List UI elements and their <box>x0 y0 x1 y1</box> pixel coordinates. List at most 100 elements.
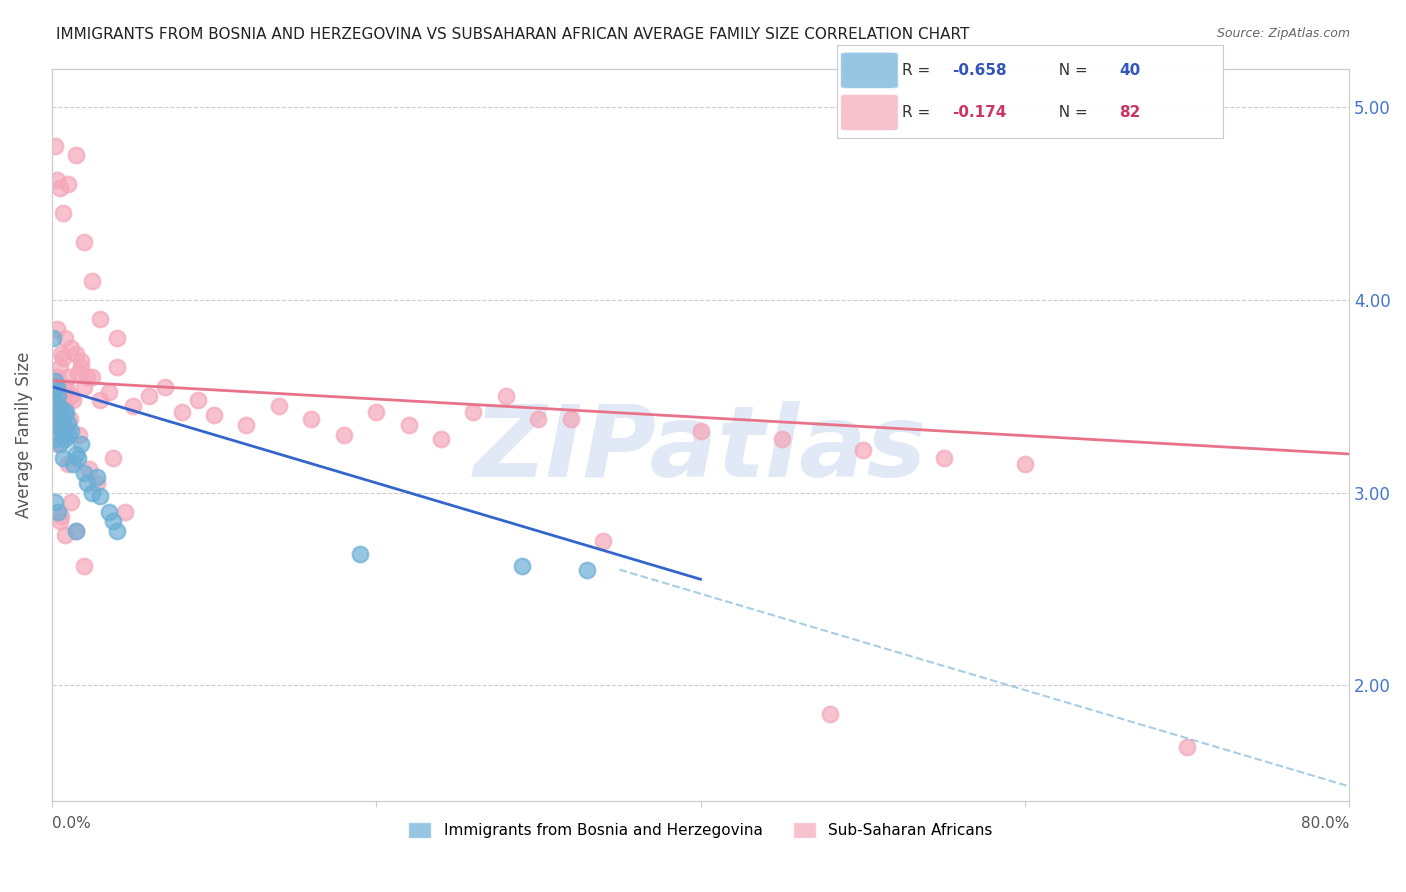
Point <box>52 450 75 465</box>
Point <box>52 427 75 442</box>
Point <box>53 409 76 423</box>
Point <box>82 273 104 287</box>
Point <box>49 181 72 195</box>
Point <box>97 505 120 519</box>
Text: IMMIGRANTS FROM BOSNIA AND HERZEGOVINA VS SUBSAHARAN AFRICAN AVERAGE FAMILY SIZE: IMMIGRANTS FROM BOSNIA AND HERZEGOVINA V… <box>56 27 970 42</box>
Point <box>510 558 533 573</box>
Point <box>46 505 69 519</box>
Text: N =: N = <box>1049 63 1092 78</box>
Point <box>170 404 193 418</box>
Legend: Immigrants from Bosnia and Herzegovina, Sub-Saharan Africans: Immigrants from Bosnia and Herzegovina, … <box>402 816 998 845</box>
Point <box>44 392 66 407</box>
Point <box>45 173 67 187</box>
Point <box>56 427 79 442</box>
Point <box>852 443 875 458</box>
Point <box>103 515 125 529</box>
Text: 82: 82 <box>1119 105 1140 120</box>
Point <box>463 404 485 418</box>
Text: -0.658: -0.658 <box>953 63 1007 78</box>
Point <box>235 418 257 433</box>
FancyBboxPatch shape <box>841 95 898 131</box>
Point <box>56 416 79 430</box>
Point <box>1175 739 1198 754</box>
Point <box>45 379 67 393</box>
Point <box>73 558 96 573</box>
Point <box>44 374 66 388</box>
Point <box>45 437 67 451</box>
Point <box>44 432 66 446</box>
Point <box>76 475 98 490</box>
Point <box>66 366 89 380</box>
Point <box>560 412 582 426</box>
Point <box>53 331 76 345</box>
Point <box>49 515 72 529</box>
Point <box>51 401 73 415</box>
FancyBboxPatch shape <box>841 52 898 88</box>
Point <box>349 547 371 561</box>
Point <box>52 427 75 442</box>
Point <box>44 374 66 388</box>
Y-axis label: Average Family Size: Average Family Size <box>15 351 32 518</box>
Point <box>103 450 125 465</box>
Point <box>49 412 72 426</box>
Point <box>89 392 111 407</box>
Point <box>46 385 69 400</box>
Point <box>689 424 711 438</box>
Point <box>66 450 89 465</box>
Point <box>60 341 83 355</box>
Text: 40: 40 <box>1119 63 1140 78</box>
Point <box>105 524 128 538</box>
Point <box>97 385 120 400</box>
Point <box>76 370 98 384</box>
Point <box>42 379 65 393</box>
Point <box>62 392 84 407</box>
Point <box>51 347 73 361</box>
Point <box>820 707 842 722</box>
Point <box>70 354 93 368</box>
Point <box>45 321 67 335</box>
Point <box>53 399 76 413</box>
Point <box>121 399 143 413</box>
Point <box>42 412 65 426</box>
Point <box>56 177 79 191</box>
Point <box>70 360 93 375</box>
Point <box>49 360 72 375</box>
Text: N =: N = <box>1049 105 1092 120</box>
Point <box>187 392 209 407</box>
Point <box>89 489 111 503</box>
Point <box>527 412 550 426</box>
Point <box>430 432 453 446</box>
Text: -0.174: -0.174 <box>953 105 1007 120</box>
Point <box>65 524 87 538</box>
Point <box>267 399 290 413</box>
Point <box>45 399 67 413</box>
Point <box>73 379 96 393</box>
Point <box>44 495 66 509</box>
Point <box>82 485 104 500</box>
Text: 80.0%: 80.0% <box>1301 816 1350 831</box>
Text: Source: ZipAtlas.com: Source: ZipAtlas.com <box>1216 27 1350 40</box>
Text: R =: R = <box>903 105 941 120</box>
Text: R =: R = <box>903 63 935 78</box>
Point <box>138 389 160 403</box>
Point <box>55 379 77 393</box>
Point <box>51 508 73 523</box>
Point <box>51 418 73 433</box>
Point <box>45 418 67 433</box>
Point <box>770 432 793 446</box>
Point <box>60 495 83 509</box>
Point <box>45 370 67 384</box>
Point <box>114 505 136 519</box>
Point <box>398 418 420 433</box>
Point <box>52 351 75 365</box>
Point <box>86 470 108 484</box>
Point <box>86 475 108 490</box>
Point <box>56 457 79 471</box>
Point <box>932 450 955 465</box>
Point <box>42 385 65 400</box>
Point <box>60 424 83 438</box>
Point <box>53 432 76 446</box>
Point <box>65 447 87 461</box>
Text: 0.0%: 0.0% <box>52 816 90 831</box>
Point <box>52 206 75 220</box>
